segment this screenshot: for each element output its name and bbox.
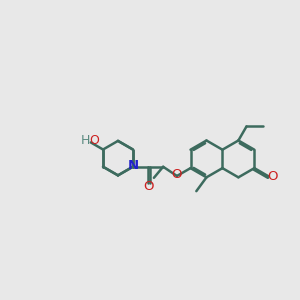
Text: N: N <box>127 159 139 172</box>
Text: O: O <box>143 180 153 193</box>
Text: O: O <box>90 134 100 147</box>
Text: O: O <box>171 168 181 181</box>
Text: H: H <box>81 134 90 147</box>
Text: O: O <box>267 170 278 183</box>
